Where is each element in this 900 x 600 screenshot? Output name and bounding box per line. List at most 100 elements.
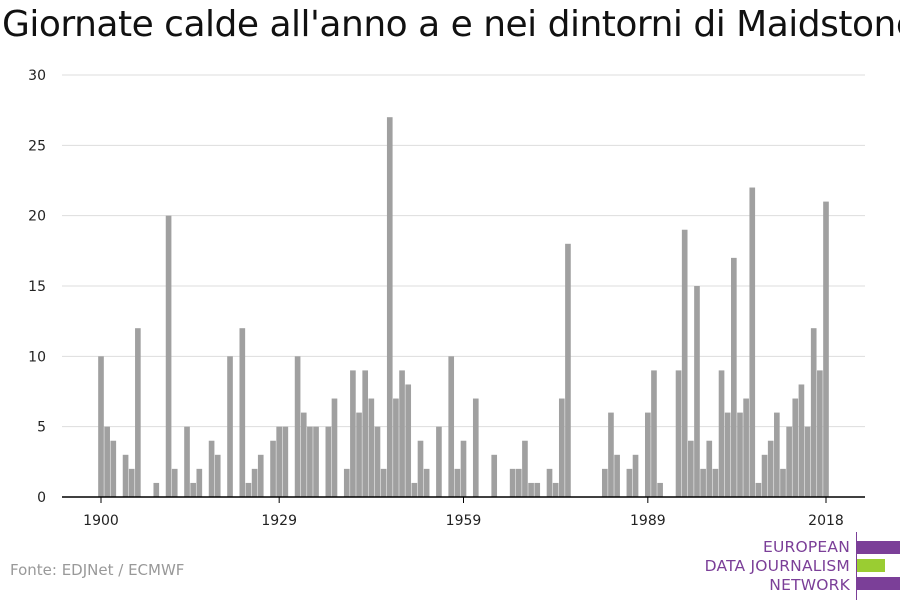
bar-1969 (522, 440, 528, 497)
edjnet-logo: EUROPEAN DATA JOURNALISM NETWORK (700, 528, 900, 600)
bar-1900 (98, 356, 104, 497)
bar-2008 (761, 454, 768, 497)
x-tick-label-1929: 1929 (261, 513, 297, 529)
bar-1967 (509, 468, 516, 497)
bar-1958 (454, 468, 461, 497)
bar-1935 (313, 426, 319, 497)
bar-1982 (601, 468, 608, 497)
bar-1975 (558, 398, 565, 497)
bar-1932 (294, 356, 301, 497)
bar-1929 (276, 426, 282, 497)
bar-1951 (411, 482, 418, 497)
y-tick-label-15: 15 (28, 279, 46, 295)
x-axis-ticks: 1900 1929 1959 1989 2018 (83, 497, 844, 529)
bar-2001 (718, 370, 725, 497)
bar-1973 (546, 468, 553, 497)
bar-1934 (307, 426, 313, 497)
bar-2000 (712, 468, 719, 497)
bar-1959 (460, 440, 467, 497)
bar-1923 (239, 328, 246, 497)
bar-1924 (245, 482, 252, 497)
bar-1914 (184, 426, 190, 497)
bar-1990 (651, 370, 657, 497)
x-tick-label-1959: 1959 (446, 513, 482, 529)
bar-1989 (645, 412, 651, 497)
logo-bar-purple-bottom (857, 577, 900, 590)
bar-1994 (675, 370, 682, 497)
bar-1919 (214, 454, 221, 497)
chart-title: Giornate calde all'anno a e nei dintorni… (2, 4, 900, 45)
bar-2002 (724, 412, 731, 497)
bar-1997 (694, 286, 700, 497)
bar-1950 (405, 384, 412, 497)
bar-2018 (823, 201, 829, 497)
y-tick-label-0: 0 (37, 490, 46, 506)
logo-bar-purple-top (857, 541, 900, 554)
y-tick-label-25: 25 (28, 138, 46, 154)
logo-line-2: DATA JOURNALISM (704, 557, 850, 575)
bar-2011 (780, 468, 786, 497)
bar-1928 (270, 440, 276, 497)
logo-line-3: NETWORK (769, 576, 850, 594)
bar-2015 (804, 426, 811, 497)
x-tick-label-2018: 2018 (808, 513, 844, 529)
bar-1915 (190, 482, 196, 497)
y-tick-label-30: 30 (28, 68, 46, 84)
bar-1925 (251, 468, 258, 497)
x-tick-label-1989: 1989 (630, 513, 666, 529)
bar-2016 (810, 328, 817, 497)
bar-1942 (356, 412, 362, 497)
bar-1964 (491, 454, 498, 497)
bar-2004 (737, 412, 743, 497)
logo-line-1: EUROPEAN (762, 538, 850, 556)
bar-1968 (515, 468, 522, 497)
bar-2007 (755, 482, 762, 497)
bar-1926 (257, 454, 264, 497)
bar-1906 (135, 328, 141, 497)
bar-1996 (688, 440, 694, 497)
gridlines (62, 74, 865, 428)
bar-1921 (227, 356, 233, 497)
x-tick-label-1900: 1900 (83, 513, 119, 529)
y-tick-label-5: 5 (37, 420, 46, 436)
bar-2010 (774, 412, 780, 497)
bar-1911 (165, 215, 172, 498)
bar-2012 (786, 426, 792, 497)
bar-1952 (417, 440, 424, 497)
bar-1970 (528, 482, 534, 497)
bar-1901 (104, 426, 110, 497)
bar-1947 (386, 117, 393, 497)
bar-2009 (767, 440, 774, 497)
bar-1941 (350, 370, 356, 497)
bar-1933 (300, 412, 307, 497)
bar-1937 (325, 426, 332, 497)
bar-1938 (331, 398, 338, 497)
bar-1943 (362, 370, 369, 497)
bar-1957 (448, 356, 455, 497)
bar-1940 (343, 468, 350, 497)
bar-1909 (153, 482, 160, 497)
bar-1995 (681, 229, 688, 498)
bar-2014 (798, 384, 805, 497)
bar-1961 (472, 398, 479, 497)
bar-chart: 0 5 10 15 20 25 30 1900 1929 1959 1989 2018 (28, 68, 865, 529)
bar-1904 (122, 454, 129, 497)
bar-1949 (399, 370, 405, 497)
bar-1971 (534, 482, 541, 497)
bar-2013 (792, 398, 799, 497)
bar-1905 (128, 468, 135, 497)
bar-1987 (632, 454, 639, 497)
bars (98, 117, 829, 498)
bar-1986 (626, 468, 633, 497)
bar-1948 (393, 398, 399, 497)
y-tick-label-20: 20 (28, 209, 46, 225)
bar-1945 (374, 426, 381, 497)
bar-1976 (565, 243, 571, 497)
bar-2006 (749, 187, 756, 497)
bar-1974 (552, 482, 559, 497)
source-note: Fonte: EDJNet / ECMWF (10, 561, 185, 579)
bar-1902 (110, 440, 117, 497)
bar-1916 (196, 468, 203, 497)
bar-1955 (436, 426, 442, 497)
bar-1930 (282, 426, 289, 497)
